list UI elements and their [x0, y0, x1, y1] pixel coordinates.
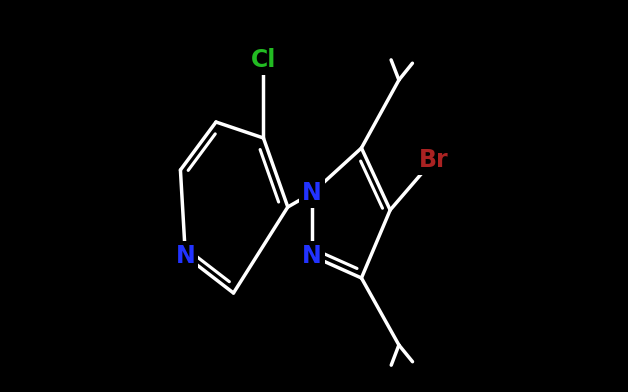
Text: N: N [302, 244, 322, 268]
Text: Cl: Cl [251, 48, 276, 72]
Text: Br: Br [418, 148, 448, 172]
Text: N: N [302, 181, 322, 205]
Text: N: N [176, 244, 195, 268]
